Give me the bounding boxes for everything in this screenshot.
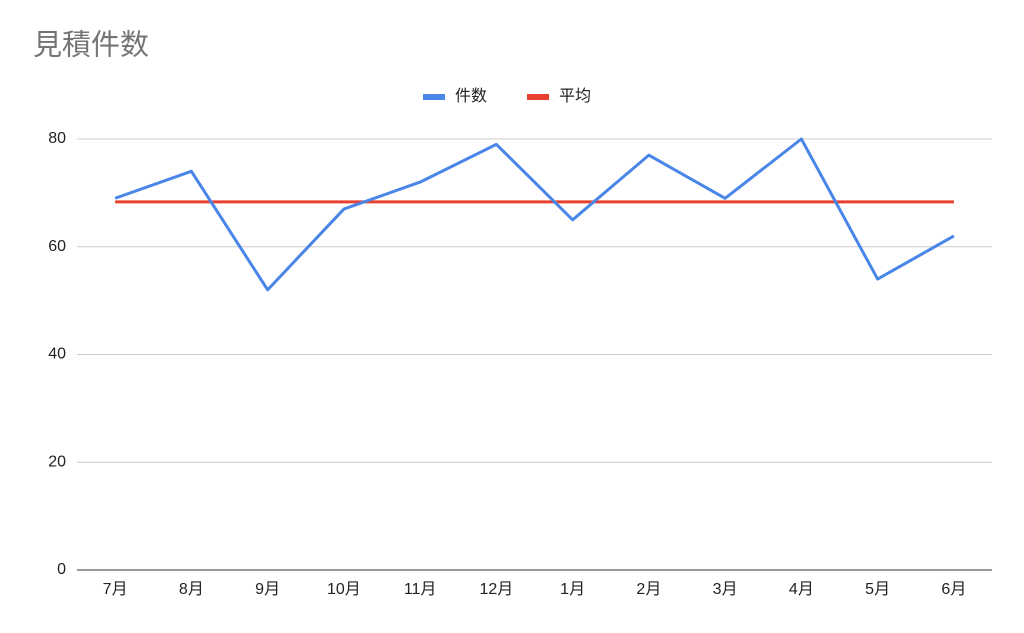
chart-title: 見積件数 — [33, 29, 149, 62]
y-tick-label: 80 — [48, 130, 66, 147]
y-tick-label: 60 — [48, 238, 66, 255]
series-line — [114, 137, 955, 292]
x-tick-label: 8月 — [179, 581, 204, 598]
legend-label: 平均 — [559, 87, 591, 105]
x-tick-label: 12月 — [479, 581, 513, 598]
x-tick-label: 1月 — [560, 581, 585, 598]
y-tick-label: 0 — [57, 561, 66, 578]
legend-label: 件数 — [455, 87, 487, 105]
y-tick-label: 20 — [48, 453, 66, 470]
x-tick-label: 10月 — [327, 581, 361, 598]
x-tick-label: 2月 — [636, 581, 661, 598]
x-tick-label: 9月 — [255, 581, 280, 598]
x-tick-label: 5月 — [865, 581, 890, 598]
x-tick-label: 4月 — [789, 581, 814, 598]
x-tick-label: 11月 — [404, 581, 437, 598]
x-tick-label: 3月 — [713, 581, 738, 598]
x-tick-label: 6月 — [941, 581, 966, 598]
x-tick-label: 7月 — [103, 581, 128, 598]
y-tick-label: 40 — [48, 346, 66, 363]
